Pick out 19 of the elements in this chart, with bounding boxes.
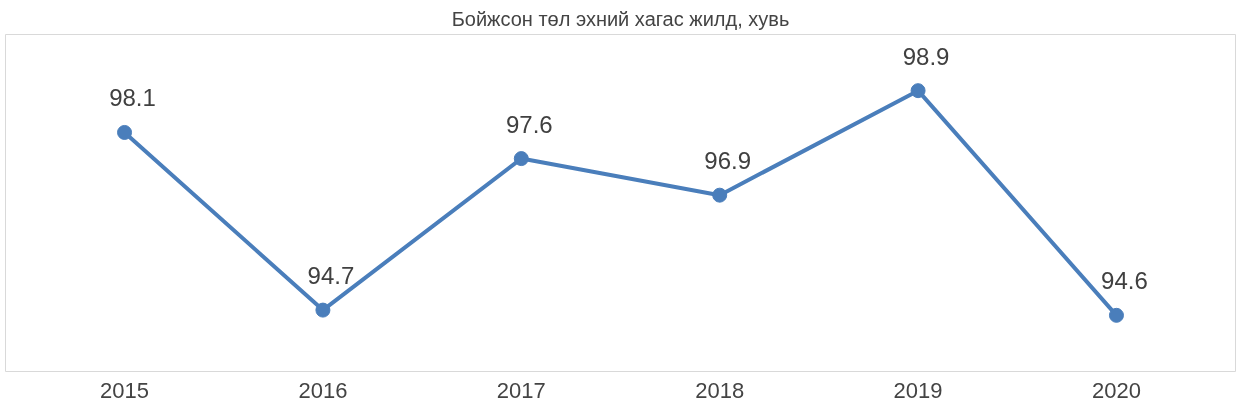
data-label: 98.1: [109, 84, 156, 112]
point: [910, 83, 926, 99]
data-label: 97.6: [505, 110, 553, 138]
x-tick-label: 2016: [298, 377, 348, 403]
x-tick-label: 2017: [496, 377, 546, 403]
x-tick-label: 2019: [893, 377, 943, 403]
x-tick-label: 2018: [695, 377, 745, 403]
point: [712, 187, 728, 203]
data-label: 94.7: [307, 262, 355, 290]
x-tick-label: 2020: [1092, 377, 1141, 403]
x-tick-label: 2015: [100, 377, 150, 403]
data-label: 96.9: [704, 147, 752, 175]
point: [513, 151, 529, 167]
point: [117, 124, 133, 140]
chart-title: Бойжсон төл эхний хагас жилд, хувь: [451, 7, 790, 30]
data-label: 94.6: [1101, 267, 1148, 295]
point: [315, 302, 331, 318]
point: [1108, 307, 1124, 323]
data-label: 98.9: [902, 42, 950, 70]
